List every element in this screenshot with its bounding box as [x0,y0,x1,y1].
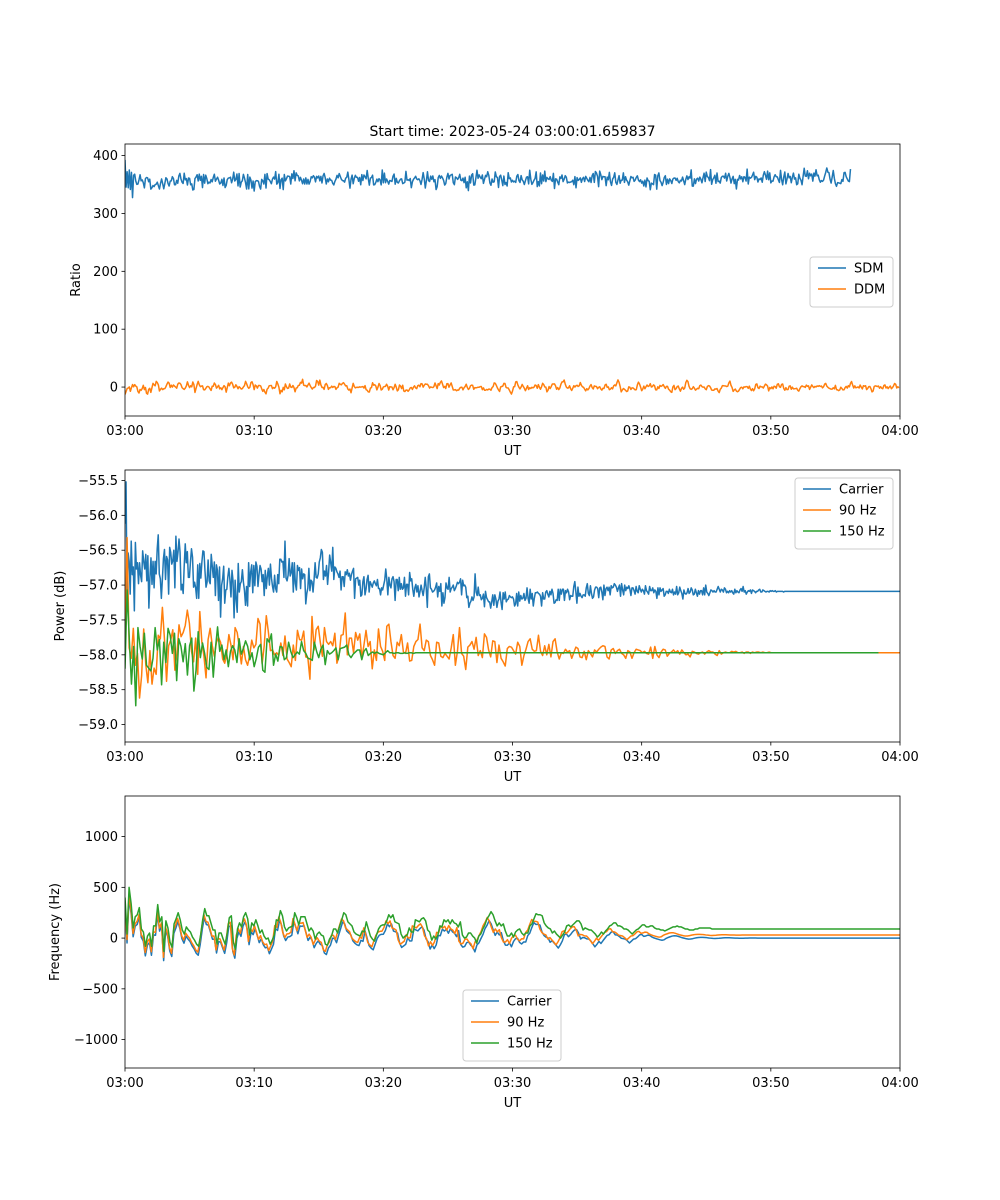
x-axis-label: UT [504,444,522,459]
x-tick-label: 04:00 [881,424,918,439]
x-axis-label: UT [504,1096,522,1111]
x-tick-label: 03:20 [365,750,402,765]
y-tick-label: −56.0 [78,509,118,524]
legend-label: 150 Hz [507,1037,553,1052]
x-tick-label: 03:50 [752,1076,789,1091]
y-tick-label: −56.5 [78,544,118,559]
y-tick-label: 100 [93,323,118,338]
series-line-sdm [125,159,852,199]
x-tick-label: 03:30 [494,750,531,765]
x-tick-label: 04:00 [881,750,918,765]
x-tick-label: 03:00 [106,1076,143,1091]
legend-label: Carrier [507,995,552,1010]
legend-label: 90 Hz [507,1016,544,1031]
y-tick-label: 500 [93,881,118,896]
y-tick-label: 200 [93,265,118,280]
legend-label: SDM [854,262,883,277]
y-tick-label: −57.5 [78,613,118,628]
y-tick-label: −1000 [74,1033,118,1048]
legend: SDM DDM [809,256,894,308]
y-axis-label: Ratio [69,263,84,296]
x-tick-label: 03:10 [235,424,272,439]
x-tick-label: 03:50 [752,750,789,765]
x-tick-label: 03:40 [623,424,660,439]
y-tick-label: −58.0 [78,648,118,663]
y-tick-label: −59.0 [78,718,118,733]
series-line-90-hz [125,536,900,699]
x-tick-label: 03:40 [623,750,660,765]
x-tick-label: 03:30 [494,1076,531,1091]
legend-label: DDM [854,283,885,298]
series-line-carrier [125,481,900,619]
y-axis-label: Frequency (Hz) [48,883,63,981]
x-tick-label: 03:10 [235,1076,272,1091]
legend: Carrier 90 Hz 150 Hz [462,989,562,1062]
y-tick-label: 1000 [85,830,118,845]
legend-label: 150 Hz [839,525,885,540]
x-tick-label: 03:20 [365,424,402,439]
x-tick-label: 03:40 [623,1076,660,1091]
x-tick-label: 03:50 [752,424,789,439]
x-axis-label: UT [504,770,522,785]
series-line-ddm [125,378,900,395]
plot-area-2 [125,481,900,707]
x-tick-label: 03:20 [365,1076,402,1091]
axes-1: 03:00 03:10 03:20 03:30 03:40 03:50 04:00 0 100 2… [69,143,919,459]
y-tick-label: 0 [110,381,118,396]
x-tick-label: 04:00 [881,1076,918,1091]
plot-area-1 [125,159,900,395]
x-tick-label: 03:00 [106,424,143,439]
x-tick-label: 03:10 [235,750,272,765]
legend: Carrier 90 Hz 150 Hz [794,477,894,550]
y-tick-label: 0 [110,932,118,947]
axes-2: 03:00 03:10 03:20 03:30 03:40 03:50 04:00 −59.0… [53,469,919,785]
series-line-carrier [125,897,900,962]
y-tick-label: −500 [82,982,118,997]
series-line-90-hz [125,894,900,959]
y-tick-label: 400 [93,149,118,164]
plot-area-3 [125,886,900,962]
y-tick-label: −57.0 [78,579,118,594]
y-tick-label: −55.5 [78,474,118,489]
legend-label: Carrier [839,483,884,498]
y-tick-label: −58.5 [78,683,118,698]
series-line-150-hz [125,589,879,707]
axes-frame [124,469,901,743]
series-line-150-hz [125,886,900,953]
axes-3: 03:00 03:10 03:20 03:30 03:40 03:50 04:00 −1000… [48,795,919,1111]
x-tick-label: 03:30 [494,424,531,439]
y-tick-label: 300 [93,207,118,222]
legend-box [809,256,894,308]
y-axis-label: Power (dB) [53,571,68,642]
x-tick-label: 03:00 [106,750,143,765]
figure-title: Start time: 2023-05-24 03:00:01.659837 [369,124,655,140]
legend-label: 90 Hz [839,504,876,519]
